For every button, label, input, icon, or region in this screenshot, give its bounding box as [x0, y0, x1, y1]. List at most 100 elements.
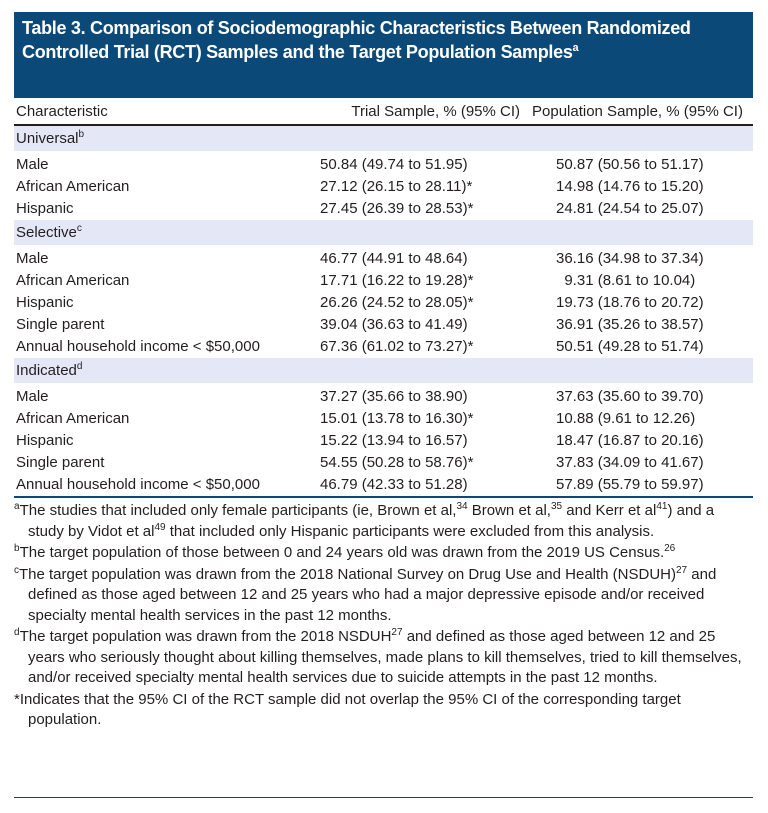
footnote-marker: a	[572, 42, 579, 54]
trial-sample-cell: 46.77 (44.91 to 48.64)	[320, 250, 468, 267]
table-row: Hispanic 26.26 (24.52 to 28.05)* 19.73 (18…	[14, 292, 753, 314]
population-sample-cell: 19.73 (18.76 to 20.72)	[556, 294, 704, 311]
characteristic-cell: Hispanic	[16, 432, 74, 449]
footnote-marker: b	[78, 128, 85, 140]
population-sample-cell: 50.51 (49.28 to 51.74)	[556, 338, 704, 355]
section-label-text: Selective	[16, 223, 77, 241]
population-sample-cell: 36.16 (34.98 to 37.34)	[556, 250, 704, 267]
population-sample-cell: 36.91 (35.26 to 38.57)	[556, 316, 704, 333]
section-row: Indicatedd	[14, 358, 753, 383]
footnote-superscript: 49	[154, 521, 166, 533]
trial-sample-cell: 50.84 (49.74 to 51.95)	[320, 156, 468, 173]
table-row: African American 27.12 (26.15 to 28.11)* 1…	[14, 176, 753, 198]
footnote-text: The target population of those between 0…	[19, 544, 665, 561]
header-row: Characteristic Trial Sample, % (95% CI) …	[14, 98, 753, 126]
trial-sample-cell: 15.22 (13.94 to 16.57)	[320, 432, 468, 449]
characteristic-cell: African American	[16, 410, 130, 427]
characteristic-cell: African American	[16, 272, 130, 289]
footnote-text: that included only Hispanic participants…	[165, 522, 655, 540]
footnote-superscript: 35	[550, 501, 563, 512]
bottom-divider	[14, 797, 753, 798]
footnote-text: The studies that included only female pa…	[19, 502, 457, 519]
characteristic-cell: Hispanic	[16, 200, 74, 217]
table-row: Annual household income < $50,000 67.36 (…	[14, 336, 753, 358]
footnote-text: The target population was drawn from the…	[19, 565, 676, 583]
characteristic-cell: African American	[16, 178, 130, 195]
population-sample-cell: 14.98 (14.76 to 15.20)	[556, 178, 704, 195]
table-row: African American 15.01 (13.78 to 16.30)* 1…	[14, 408, 753, 430]
section-label: Selectivec	[14, 220, 753, 245]
footnote: aThe studies that included only female p…	[14, 501, 753, 542]
population-sample-cell: 50.87 (50.56 to 51.17)	[556, 156, 704, 173]
footnote-superscript: 27	[676, 564, 688, 576]
footnote-text: and Kerr et al	[562, 502, 657, 519]
footnote-text: and defined as those aged between 12 and…	[28, 628, 742, 686]
population-sample-cell: 37.83 (34.09 to 41.67)	[556, 454, 704, 471]
table-row: Hispanic 27.45 (26.39 to 28.53)* 24.81 (24…	[14, 198, 753, 220]
footnote: cThe target population was drawn from th…	[14, 565, 753, 627]
table-title-text: Table 3. Comparison of Sociodemographic …	[22, 18, 691, 62]
table-row: Hispanic 15.22 (13.94 to 16.57) 18.47 (16.…	[14, 430, 753, 452]
population-sample-cell: 37.63 (35.60 to 39.70)	[556, 388, 704, 405]
table-row: Single parent 39.04 (36.63 to 41.49) 36.91…	[14, 314, 753, 336]
section-label: Universalb	[14, 125, 753, 151]
trial-sample-cell: 46.79 (42.33 to 51.28)	[304, 474, 530, 498]
trial-sample-cell: 27.45 (26.39 to 28.53)*	[320, 200, 474, 217]
footnote-text: Brown et al,	[467, 502, 551, 519]
section-row: Selectivec	[14, 220, 753, 245]
table-row: Annual household income < $50,000 46.79 (…	[14, 474, 753, 498]
footnote: dThe target population was drawn from th…	[14, 627, 753, 689]
footnote-superscript: 26	[664, 543, 676, 554]
trial-sample-cell: 26.26 (24.52 to 28.05)*	[320, 294, 474, 311]
trial-sample-cell: 37.27 (35.66 to 38.90)	[320, 388, 468, 405]
section-row: Universalb	[14, 125, 753, 151]
trial-sample-cell: 67.36 (61.02 to 73.27)*	[320, 338, 474, 355]
table-row: Male 37.27 (35.66 to 38.90) 37.63 (35.60 t…	[14, 383, 753, 408]
table-row: African American 17.71 (16.22 to 19.28)* …	[14, 270, 753, 292]
footnote-text: ) and a study by Vidot et al	[28, 502, 715, 540]
characteristic-cell: Male	[16, 250, 49, 267]
footnote: *Indicates that the 95% CI of the RCT sa…	[14, 690, 753, 731]
footnote-superscript: 34	[456, 501, 468, 512]
footnote-marker: c	[76, 222, 82, 234]
section-label-text: Indicated	[16, 361, 77, 379]
characteristic-cell: Male	[16, 388, 49, 405]
footnote: bThe target population of those between …	[14, 543, 753, 564]
characteristic-cell: Single parent	[16, 316, 105, 333]
trial-sample-cell: 39.04 (36.63 to 41.49)	[320, 316, 468, 333]
footnotes: aThe studies that included only female p…	[14, 501, 753, 732]
table-row: Male 46.77 (44.91 to 48.64) 36.16 (34.98 t…	[14, 245, 753, 270]
characteristic-cell: Annual household income < $50,000	[16, 338, 260, 355]
col-population-sample: Population Sample, % (95% CI)	[530, 98, 753, 126]
table-row: Male 50.84 (49.74 to 51.95) 50.87 (50.56 t…	[14, 151, 753, 176]
population-sample-cell: 9.31 (8.61 to 10.04)	[556, 272, 696, 289]
characteristic-cell: Annual household income < $50,000	[14, 474, 304, 498]
characteristic-cell: Hispanic	[16, 294, 74, 311]
comparison-table: Characteristic Trial Sample, % (95% CI) …	[14, 98, 753, 498]
footnote-superscript: a	[14, 501, 20, 512]
footnote-superscript: d	[14, 627, 20, 638]
footnote-superscript: b	[14, 543, 20, 554]
footnote-superscript: c	[14, 564, 19, 576]
population-sample-cell: 24.81 (24.54 to 25.07)	[556, 200, 704, 217]
population-sample-cell: 18.47 (16.87 to 20.16)	[556, 432, 704, 449]
table-title: Table 3. Comparison of Sociodemographic …	[14, 12, 753, 98]
footnote-text: The target population was drawn from the…	[19, 628, 392, 645]
population-sample-cell: 57.89 (55.79 to 59.97)	[530, 474, 753, 498]
footnote-text: *Indicates that the 95% CI of the RCT sa…	[14, 690, 681, 729]
table-row: Single parent 54.55 (50.28 to 58.76)* 37.8…	[14, 452, 753, 474]
col-trial-sample: Trial Sample, % (95% CI)	[304, 98, 530, 126]
footnote-text: and defined as those aged between 12 and…	[28, 565, 717, 624]
footnote-marker: d	[76, 360, 83, 372]
trial-sample-cell: 27.12 (26.15 to 28.11)*	[320, 178, 473, 195]
characteristic-cell: Male	[16, 156, 49, 173]
section-label-text: Universal	[16, 129, 79, 147]
characteristic-cell: Single parent	[16, 454, 105, 471]
col-characteristic: Characteristic	[14, 98, 304, 126]
trial-sample-cell: 15.01 (13.78 to 16.30)*	[320, 410, 474, 427]
footnote-superscript: 41	[656, 501, 668, 512]
trial-sample-cell: 54.55 (50.28 to 58.76)*	[320, 454, 474, 471]
trial-sample-cell: 17.71 (16.22 to 19.28)*	[320, 272, 474, 289]
section-label: Indicatedd	[14, 358, 753, 383]
population-sample-cell: 10.88 (9.61 to 12.26)	[556, 410, 696, 427]
